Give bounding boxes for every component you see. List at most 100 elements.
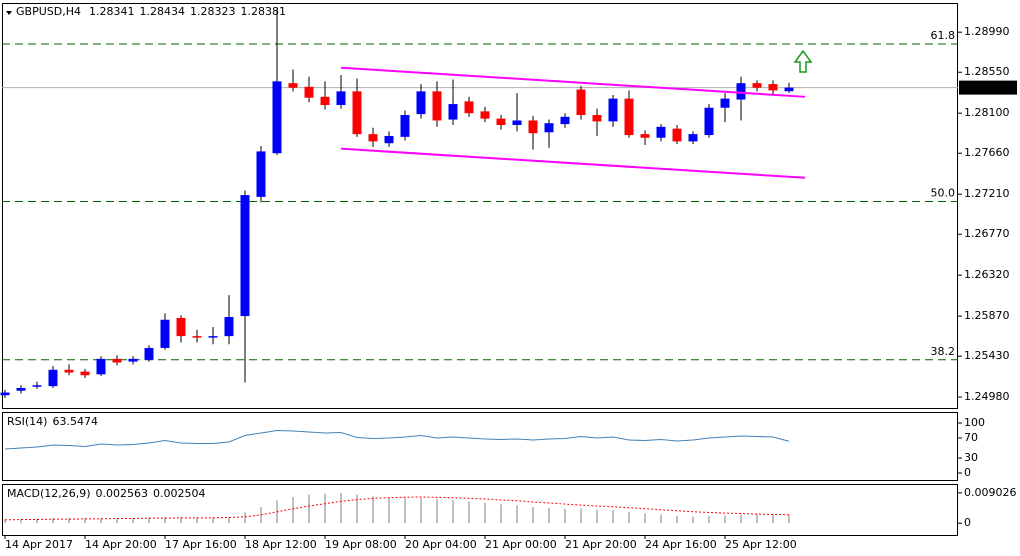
y-tick-label: 1.27210 — [964, 187, 1010, 200]
macd-bar — [612, 510, 614, 524]
candle-body — [16, 387, 26, 391]
y-tick-label: 1.27660 — [964, 146, 1010, 159]
candle-body — [144, 347, 154, 360]
macd-bar — [212, 517, 214, 524]
high-value: 1.28434 — [139, 5, 185, 18]
macd-bar — [788, 514, 790, 524]
macd-bar — [564, 508, 566, 524]
macd-bar — [468, 501, 470, 524]
rsi-value: 63.5474 — [52, 415, 98, 428]
macd-bar — [548, 508, 550, 524]
x-tick-label: 17 Apr 16:00 — [165, 538, 237, 551]
close-value: 1.28381 — [240, 5, 286, 18]
y-tick-label: 1.24980 — [964, 390, 1010, 403]
candle-body — [448, 104, 458, 120]
rsi-panel — [2, 412, 958, 481]
macd-bar — [116, 517, 118, 524]
macd-bar — [756, 514, 758, 524]
macd-bar — [4, 519, 6, 524]
candle-body — [640, 134, 650, 138]
candle-body — [288, 83, 298, 88]
macd-bar — [532, 507, 534, 524]
macd-value: 0.002563 — [96, 487, 149, 500]
candle-body — [224, 317, 234, 337]
x-tick-label: 18 Apr 12:00 — [245, 538, 317, 551]
macd-bar — [340, 492, 342, 524]
macd-bar — [308, 494, 310, 524]
candle-body — [704, 107, 714, 136]
candle-body — [96, 358, 106, 375]
y-tick-label: 0.009026 — [964, 486, 1017, 499]
macd-panel — [2, 484, 958, 536]
x-tick-label: 21 Apr 00:00 — [485, 538, 557, 551]
candle-body — [160, 319, 170, 348]
x-tick-label: 14 Apr 20:00 — [85, 538, 157, 551]
candle-body — [208, 336, 218, 338]
macd-bar — [644, 513, 646, 524]
candle-body — [656, 126, 666, 138]
macd-bar — [164, 516, 166, 524]
y-tick-label: 30 — [964, 451, 978, 464]
macd-bar — [388, 497, 390, 524]
macd-bar — [596, 509, 598, 524]
candle-body — [432, 91, 442, 121]
candle-body — [528, 120, 538, 134]
candle-body — [784, 87, 794, 92]
signal-line — [4, 496, 790, 521]
macd-bar — [500, 504, 502, 524]
macd-bar — [580, 508, 582, 524]
macd-bar — [676, 515, 678, 524]
trendline — [340, 147, 806, 179]
macd-bar — [404, 498, 406, 524]
candle-body — [688, 134, 698, 142]
candle-body — [752, 83, 762, 88]
y-tick-label: 1.26320 — [964, 268, 1010, 281]
macd-bar — [372, 496, 374, 524]
candle-body — [384, 135, 394, 144]
signal-value: 0.002504 — [153, 487, 206, 500]
candle-body — [112, 358, 122, 363]
candle-body — [304, 86, 314, 98]
x-tick-label: 21 Apr 20:00 — [565, 538, 637, 551]
candle-body — [496, 118, 506, 126]
x-tick-label: 19 Apr 08:00 — [325, 538, 397, 551]
symbol: GBPUSD,H4 — [16, 5, 81, 18]
candle-body — [192, 336, 202, 338]
macd-bar — [660, 514, 662, 524]
y-tick-label: 100 — [964, 416, 985, 429]
candle-body — [576, 89, 586, 116]
current-price-box — [959, 80, 1017, 95]
candle-body — [320, 96, 330, 105]
y-tick-label: 0 — [964, 516, 971, 529]
fib-label: 61.8 — [931, 29, 956, 42]
rsi-header: RSI(14) 63.5474 — [7, 415, 98, 428]
main-panel — [2, 3, 958, 409]
fib-label: 38.2 — [931, 345, 956, 358]
y-tick-label: 1.28550 — [964, 65, 1010, 78]
candle-body — [272, 81, 282, 154]
macd-bar — [84, 518, 86, 524]
macd-bar — [20, 518, 22, 524]
y-tick-label: 1.25870 — [964, 309, 1010, 322]
macd-bar — [52, 518, 54, 524]
macd-bar — [628, 512, 630, 524]
macd-bar — [196, 517, 198, 524]
candle-body — [80, 371, 90, 376]
candle-body — [352, 91, 362, 135]
candle-body — [336, 91, 346, 105]
candle-body — [64, 369, 74, 373]
macd-bar — [356, 494, 358, 524]
candle-body — [416, 91, 426, 115]
candle-body — [128, 358, 138, 362]
current-price-label: 1.28381 — [964, 81, 1010, 94]
candle-body — [176, 317, 186, 337]
open-value: 1.28341 — [89, 5, 135, 18]
candle-body — [560, 116, 570, 125]
macd-bar — [292, 496, 294, 524]
macd-bar — [100, 517, 102, 524]
y-tick-label: 1.28990 — [964, 25, 1010, 38]
macd-bar — [708, 516, 710, 524]
macd-bar — [516, 505, 518, 524]
candle-body — [544, 123, 554, 133]
